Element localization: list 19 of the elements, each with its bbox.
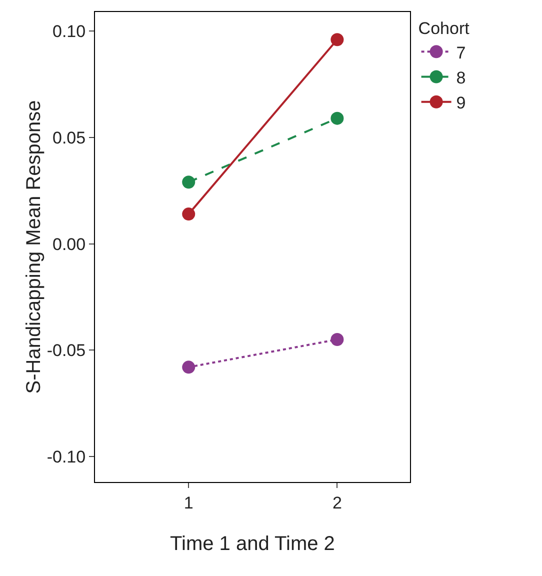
point — [330, 33, 344, 46]
x-tick-label: 1 — [184, 493, 194, 512]
legend-title: Cohort — [418, 19, 470, 38]
y-tick-label: 0.10 — [52, 22, 86, 42]
point — [330, 333, 344, 346]
legend-label: 9 — [456, 93, 466, 112]
point — [182, 360, 196, 374]
y-tick-label: -0.05 — [46, 341, 86, 360]
y-tick-label: 0.00 — [52, 234, 86, 254]
y-axis-title: S-Handicapping Mean Response — [22, 100, 45, 394]
legend-label: 8 — [456, 68, 466, 88]
y-tick-label: -0.10 — [46, 447, 86, 466]
y-tick-label: 0.05 — [52, 128, 86, 148]
point — [182, 176, 196, 189]
point — [330, 112, 344, 125]
legend-label: 7 — [456, 43, 466, 62]
point — [182, 208, 196, 221]
x-tick-label: 2 — [332, 493, 342, 512]
x-axis-title: Time 1 and Time 2 — [170, 532, 335, 555]
